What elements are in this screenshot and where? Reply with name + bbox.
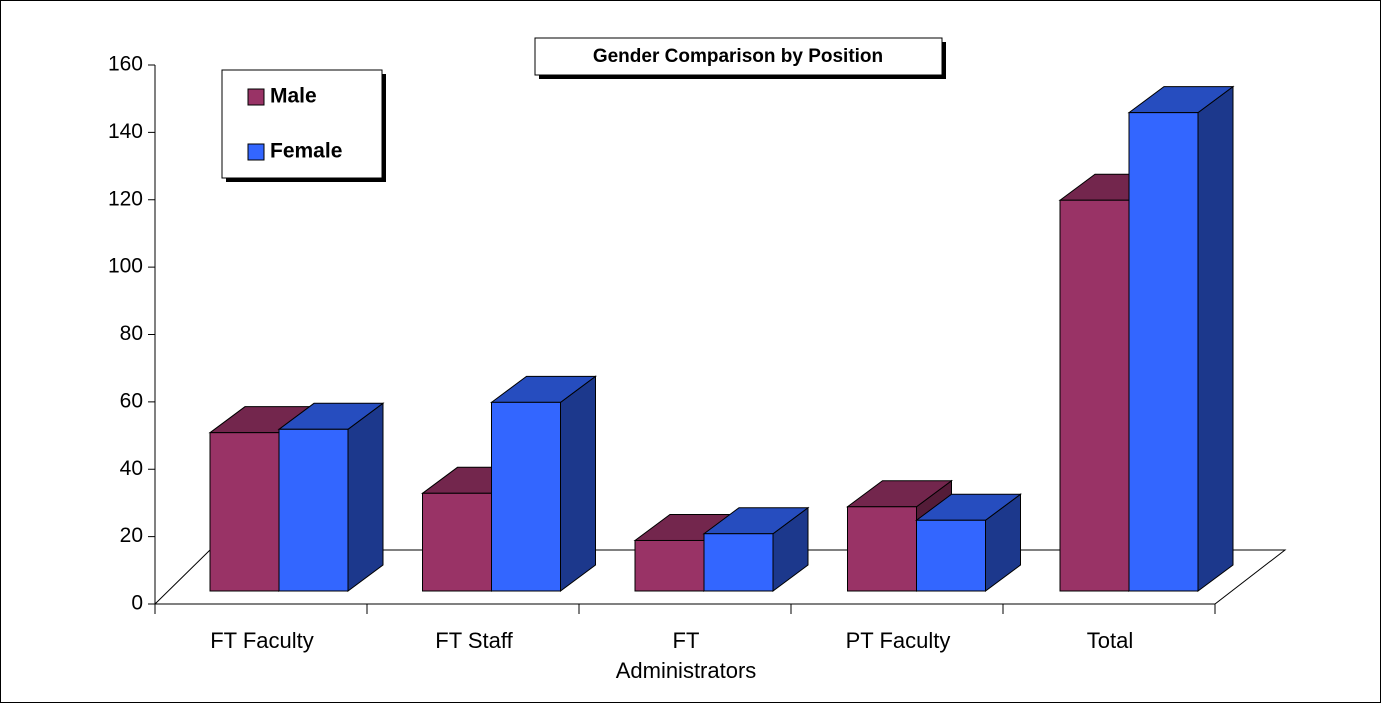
bar	[422, 492, 492, 592]
bar	[634, 539, 705, 592]
y-tick-label: 120	[108, 187, 143, 210]
legend-label: Male	[270, 85, 317, 108]
x-tick-label: Total	[1086, 628, 1134, 653]
y-tick-label: 40	[120, 457, 143, 480]
bar	[278, 428, 349, 592]
legend-swatch	[247, 143, 265, 161]
y-tick-label: 60	[120, 389, 143, 412]
y-tick-label: 100	[108, 255, 143, 278]
bar-side	[1197, 85, 1234, 592]
y-tick-label: 80	[120, 322, 143, 345]
bar	[703, 533, 774, 592]
bar-side	[560, 375, 596, 592]
bar	[1128, 112, 1199, 592]
y-tick-label: 20	[120, 524, 143, 547]
legend-label: Female	[270, 140, 342, 163]
bar	[491, 401, 561, 592]
y-tick-label: 0	[131, 592, 143, 615]
y-tick-label: 160	[108, 53, 143, 76]
chart-title: Gender Comparison by Position	[593, 46, 883, 67]
y-tick-label: 140	[108, 120, 143, 143]
title-box	[534, 37, 943, 76]
bar	[209, 432, 280, 592]
x-tick-label: FT Faculty	[210, 628, 314, 653]
x-tick-label: FT Staff	[435, 628, 513, 653]
x-tick-label: FT Administrators	[615, 628, 757, 683]
bar	[1059, 199, 1130, 592]
bar-side	[347, 402, 384, 592]
x-tick-label: PT Faculty	[845, 628, 951, 653]
legend-swatch	[247, 88, 265, 106]
bar	[847, 506, 917, 592]
bar	[916, 519, 986, 592]
